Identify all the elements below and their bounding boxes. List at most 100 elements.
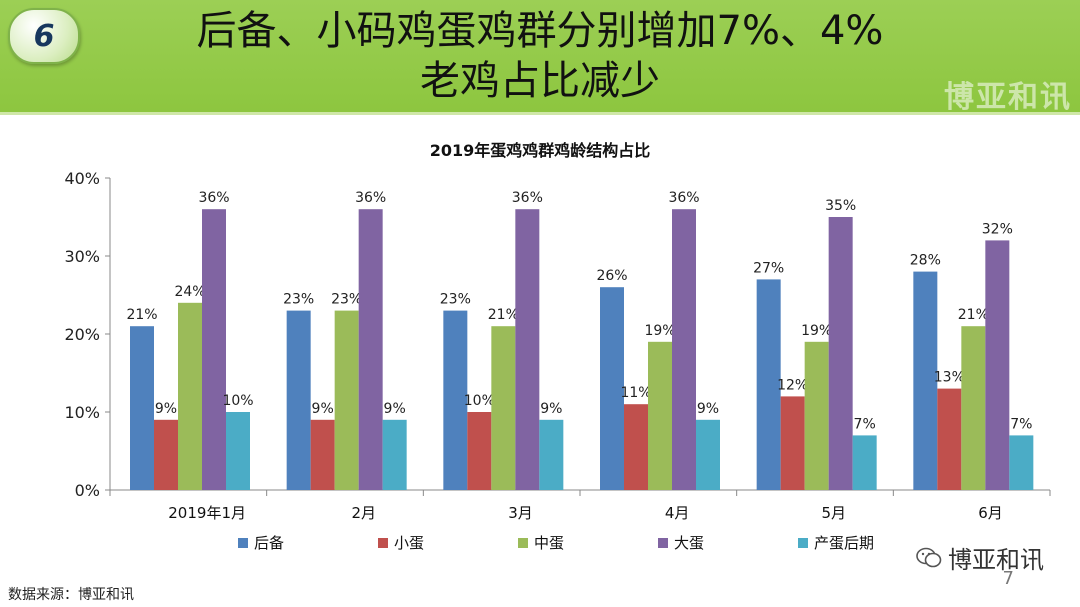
- bar: [937, 388, 962, 490]
- data-label: 13%: [934, 370, 965, 386]
- data-label: 21%: [488, 307, 519, 323]
- bar: [491, 326, 516, 490]
- chart-bars: 21% 23% 23% 26% 27% 28% 9% 9% 10% 11% 12% 13% 24% 23%…: [126, 190, 1034, 490]
- bar: [358, 209, 383, 490]
- bar: [648, 341, 672, 490]
- data-label: 36%: [355, 190, 386, 206]
- title-divider: [0, 112, 1080, 115]
- bar: [852, 435, 877, 490]
- legend-label: 产蛋后期: [814, 534, 874, 552]
- x-tick-label: 2019年1月: [168, 504, 246, 522]
- data-label: 9%: [540, 401, 562, 417]
- slide-title: 后备、小码鸡蛋鸡群分别增加7%、4% 老鸡占比减少: [90, 6, 990, 106]
- legend-label: 小蛋: [394, 534, 424, 552]
- wechat-icon: [916, 547, 942, 569]
- legend-swatch: [238, 538, 248, 548]
- slide-title-line1: 后备、小码鸡蛋鸡群分别增加7%、4%: [196, 8, 884, 54]
- slide-number: 6: [33, 18, 55, 54]
- wechat-brand-name: 博亚和讯: [948, 546, 1044, 574]
- y-tick-label: 20%: [64, 325, 100, 344]
- data-label: 10%: [222, 393, 253, 409]
- slide-title-line2: 老鸡占比减少: [420, 58, 660, 104]
- data-label: 19%: [801, 323, 832, 339]
- data-label: 11%: [620, 385, 651, 401]
- page-number: 7: [1002, 568, 1014, 589]
- bar: [1009, 435, 1034, 490]
- bar: [202, 209, 226, 490]
- data-label: 9%: [155, 401, 177, 417]
- x-tick-label: 2月: [352, 504, 377, 522]
- bar: [226, 412, 250, 490]
- data-label: 35%: [825, 198, 856, 214]
- x-tick-label: 3月: [508, 504, 533, 522]
- bar: [672, 209, 696, 490]
- bar: [913, 271, 938, 490]
- legend-label: 中蛋: [534, 534, 564, 552]
- legend-swatch: [378, 538, 388, 548]
- bar: [154, 419, 178, 490]
- bar: [539, 419, 564, 490]
- chart-legend: 后备 小蛋 中蛋 大蛋 产蛋后期: [238, 534, 874, 552]
- watermark-logo-text: 博亚和讯: [944, 80, 1072, 115]
- data-label: 36%: [512, 190, 543, 206]
- data-label: 21%: [958, 307, 989, 323]
- wechat-brand: 博亚和讯: [916, 540, 1044, 575]
- data-label: 9%: [697, 401, 719, 417]
- data-label: 28%: [910, 253, 941, 269]
- data-source-note: 数据来源：博亚和讯: [8, 587, 134, 603]
- bar: [130, 326, 154, 490]
- bar: [286, 310, 311, 490]
- bar: [515, 209, 540, 490]
- bar: [600, 287, 624, 490]
- bar-chart: 2019年蛋鸡鸡群鸡龄结构占比 0% 10% 20% 30% 40% 2019年1月 2月 3…: [64, 141, 1051, 552]
- bar: [310, 419, 335, 490]
- data-label: 27%: [753, 260, 784, 276]
- bar: [334, 310, 359, 490]
- data-label: 12%: [777, 377, 808, 393]
- x-tick-label: 5月: [822, 504, 847, 522]
- legend-swatch: [658, 538, 668, 548]
- bar: [443, 310, 468, 490]
- data-label: 24%: [174, 284, 205, 300]
- y-tick-label: 0%: [75, 481, 100, 500]
- x-tick-label: 6月: [978, 504, 1003, 522]
- bar: [382, 419, 407, 490]
- bar: [624, 404, 648, 490]
- chart-area: 2019年蛋鸡鸡群鸡龄结构占比 0% 10% 20% 30% 40% 2019年1月 2月 3…: [0, 130, 1080, 560]
- data-label: 26%: [596, 268, 627, 284]
- bar: [985, 240, 1010, 490]
- bar: [780, 396, 805, 490]
- data-label: 7%: [1010, 416, 1032, 432]
- legend-swatch: [798, 538, 808, 548]
- data-label: 10%: [464, 393, 495, 409]
- legend-label: 后备: [254, 534, 284, 552]
- data-label: 23%: [283, 292, 314, 308]
- data-label: 32%: [982, 221, 1013, 237]
- data-label: 9%: [384, 401, 406, 417]
- chart-title: 2019年蛋鸡鸡群鸡龄结构占比: [430, 141, 651, 160]
- y-tick-label: 30%: [64, 247, 100, 266]
- data-label: 36%: [668, 190, 699, 206]
- data-label: 7%: [854, 416, 876, 432]
- data-label: 36%: [198, 190, 229, 206]
- data-label: 23%: [440, 292, 471, 308]
- slide-number-badge: 6: [8, 8, 80, 64]
- y-tick-label: 10%: [64, 403, 100, 422]
- chart-axes: 0% 10% 20% 30% 40% 2019年1月 2月 3月 4月 5月 6月: [64, 169, 1051, 522]
- data-label: 9%: [312, 401, 334, 417]
- y-tick-label: 40%: [64, 169, 100, 188]
- legend-label: 大蛋: [674, 534, 704, 552]
- bar: [828, 217, 853, 490]
- bar: [467, 412, 492, 490]
- data-label: 19%: [644, 323, 675, 339]
- data-label: 23%: [331, 292, 362, 308]
- legend-swatch: [518, 538, 528, 548]
- bar: [756, 279, 781, 490]
- bar: [804, 341, 829, 490]
- data-label: 21%: [126, 307, 157, 323]
- bar: [961, 326, 986, 490]
- x-tick-label: 4月: [665, 504, 690, 522]
- bar: [178, 302, 202, 490]
- title-banner: [0, 0, 1080, 112]
- bar: [696, 419, 720, 490]
